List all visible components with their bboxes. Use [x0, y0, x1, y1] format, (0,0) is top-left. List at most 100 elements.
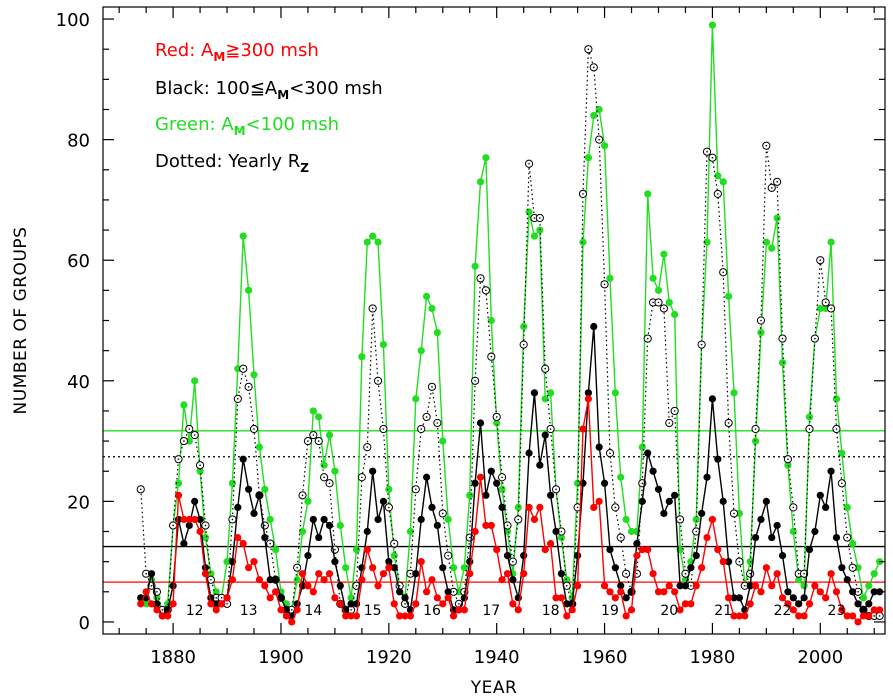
rz-point-center — [447, 554, 449, 557]
series-point — [681, 600, 690, 608]
series-point — [725, 594, 733, 602]
y-tick-label: 0 — [79, 613, 90, 634]
series-point — [428, 503, 436, 511]
series-point — [363, 238, 371, 246]
rz-point-center — [388, 506, 390, 509]
rz-point-center — [835, 428, 838, 430]
series-point — [692, 515, 700, 524]
series-point — [487, 521, 495, 530]
series-point — [428, 576, 436, 584]
series-point — [245, 485, 253, 493]
rz-point-center — [307, 440, 309, 442]
rz-point-center — [512, 560, 514, 563]
series-point — [671, 588, 679, 596]
series-point — [304, 552, 312, 560]
series-point — [811, 527, 819, 536]
series-point — [358, 576, 366, 584]
rz-point-center — [690, 584, 692, 587]
series-point — [180, 515, 188, 524]
series-point — [719, 178, 727, 186]
cycle-label: 18 — [542, 603, 560, 619]
series-point — [660, 588, 668, 596]
series-point — [493, 545, 501, 554]
x-tick-label: 1900 — [258, 647, 304, 668]
series-point — [228, 576, 237, 584]
rz-point-center — [830, 307, 832, 310]
series-point — [498, 485, 506, 493]
series-point — [870, 570, 878, 578]
rz-point-center — [533, 217, 536, 219]
series-point — [358, 353, 366, 361]
series-point — [525, 449, 533, 457]
series-point — [557, 594, 566, 602]
series-point — [369, 232, 377, 240]
series-point — [547, 389, 555, 397]
series-point — [471, 479, 479, 487]
series-point — [638, 497, 646, 505]
series-point — [773, 521, 781, 530]
series-point — [708, 395, 717, 403]
series-point — [158, 612, 166, 620]
series-point — [493, 419, 501, 427]
series-point — [719, 497, 727, 505]
rz-point-center — [269, 542, 271, 545]
series-line — [140, 25, 881, 612]
rz-point-center — [749, 572, 751, 575]
series-point — [579, 425, 587, 433]
series-point — [827, 238, 835, 246]
rz-point-center — [458, 603, 460, 605]
series-point — [250, 371, 258, 379]
series-point — [795, 612, 803, 620]
series-point — [778, 359, 787, 367]
series-point — [347, 612, 355, 620]
series-point — [676, 582, 684, 590]
rz-point-center — [495, 416, 498, 418]
series-point — [261, 485, 269, 493]
y-tick-label: 20 — [67, 492, 90, 513]
series-point — [784, 600, 792, 608]
legend-text-prefix: Red: A — [155, 40, 214, 61]
rz-point-center — [652, 301, 654, 304]
series-point — [757, 515, 765, 524]
series-point — [714, 545, 722, 554]
y-tick-label: 100 — [56, 10, 90, 31]
rz-point-center — [490, 355, 493, 358]
series-point — [865, 582, 873, 590]
series-point — [261, 533, 269, 542]
rz-point-center — [301, 494, 304, 497]
series-point — [169, 600, 177, 608]
rz-point-center — [787, 458, 789, 460]
series-point — [708, 21, 717, 29]
series-point — [342, 564, 350, 572]
series-point — [503, 552, 512, 560]
series-point — [304, 582, 312, 590]
series-point — [573, 479, 582, 487]
rz-point-center — [770, 187, 773, 189]
series-point — [347, 600, 355, 608]
x-axis-title: YEAR — [470, 678, 518, 698]
series-point — [433, 594, 441, 602]
legend-entry: Red: AM≧300 msh — [155, 40, 319, 64]
cycle-label: 16 — [423, 603, 441, 619]
series-point — [174, 479, 183, 487]
series-point — [239, 455, 247, 463]
y-tick-label: 80 — [67, 131, 90, 152]
rz-point-center — [673, 410, 676, 412]
series-point — [698, 564, 706, 572]
series-point — [665, 582, 673, 590]
series-point — [320, 461, 328, 469]
series-point — [298, 570, 307, 578]
rz-point-center — [582, 193, 584, 195]
series-point — [282, 612, 290, 620]
rz-point-center — [576, 506, 579, 509]
series-point — [406, 612, 415, 620]
rz-point-center — [706, 150, 708, 153]
series-point — [266, 515, 274, 524]
rz-point-center — [150, 584, 153, 587]
series-point — [266, 576, 274, 584]
series-point — [422, 473, 431, 481]
series-point — [768, 533, 776, 542]
series-point — [223, 594, 231, 602]
rz-point-center — [668, 422, 671, 424]
y-axis-title: NUMBER OF GROUPS — [11, 227, 31, 415]
